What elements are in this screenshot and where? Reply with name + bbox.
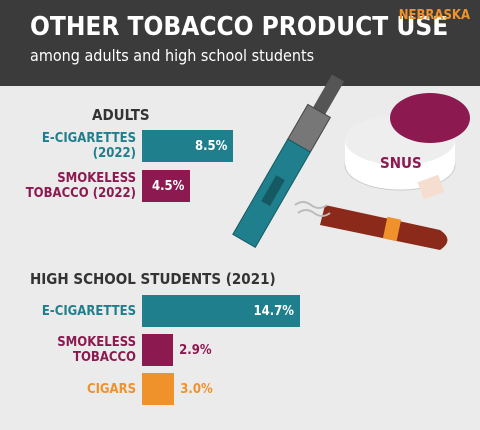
cigar	[294, 201, 448, 250]
value-label: 14.7%	[253, 303, 295, 319]
value-label: 4.5%	[151, 178, 185, 194]
category-label: SMOKELESS TOBACCO	[57, 335, 136, 365]
snus-tin: SNUS	[344, 93, 470, 200]
value-label: 3.0%	[180, 381, 213, 397]
bar	[142, 295, 301, 327]
section-title: HIGH SCHOOL STUDENTS (2021)	[30, 270, 276, 288]
vape-pen	[232, 74, 345, 249]
value-label: 2.9%	[179, 342, 212, 358]
category-label: E-CIGARETTES (2022)	[41, 131, 136, 161]
state-label: NEBRASKA	[398, 8, 470, 23]
bar	[142, 373, 175, 405]
bar	[142, 170, 191, 202]
category-label: SMOKELESS TOBACCO (2022)	[25, 171, 136, 201]
bar	[142, 130, 234, 162]
subtitle: among adults and high school students	[30, 46, 315, 65]
category-label: CIGARS	[86, 381, 136, 397]
header-band	[0, 0, 480, 86]
section-title: ADULTS	[92, 106, 150, 124]
title: OTHER TOBACCO PRODUCT USE	[30, 12, 449, 42]
category-label: E-CIGARETTES	[41, 303, 136, 319]
value-label: 8.5%	[194, 138, 228, 154]
tin-label: SNUS	[380, 154, 422, 172]
bar	[142, 334, 174, 366]
